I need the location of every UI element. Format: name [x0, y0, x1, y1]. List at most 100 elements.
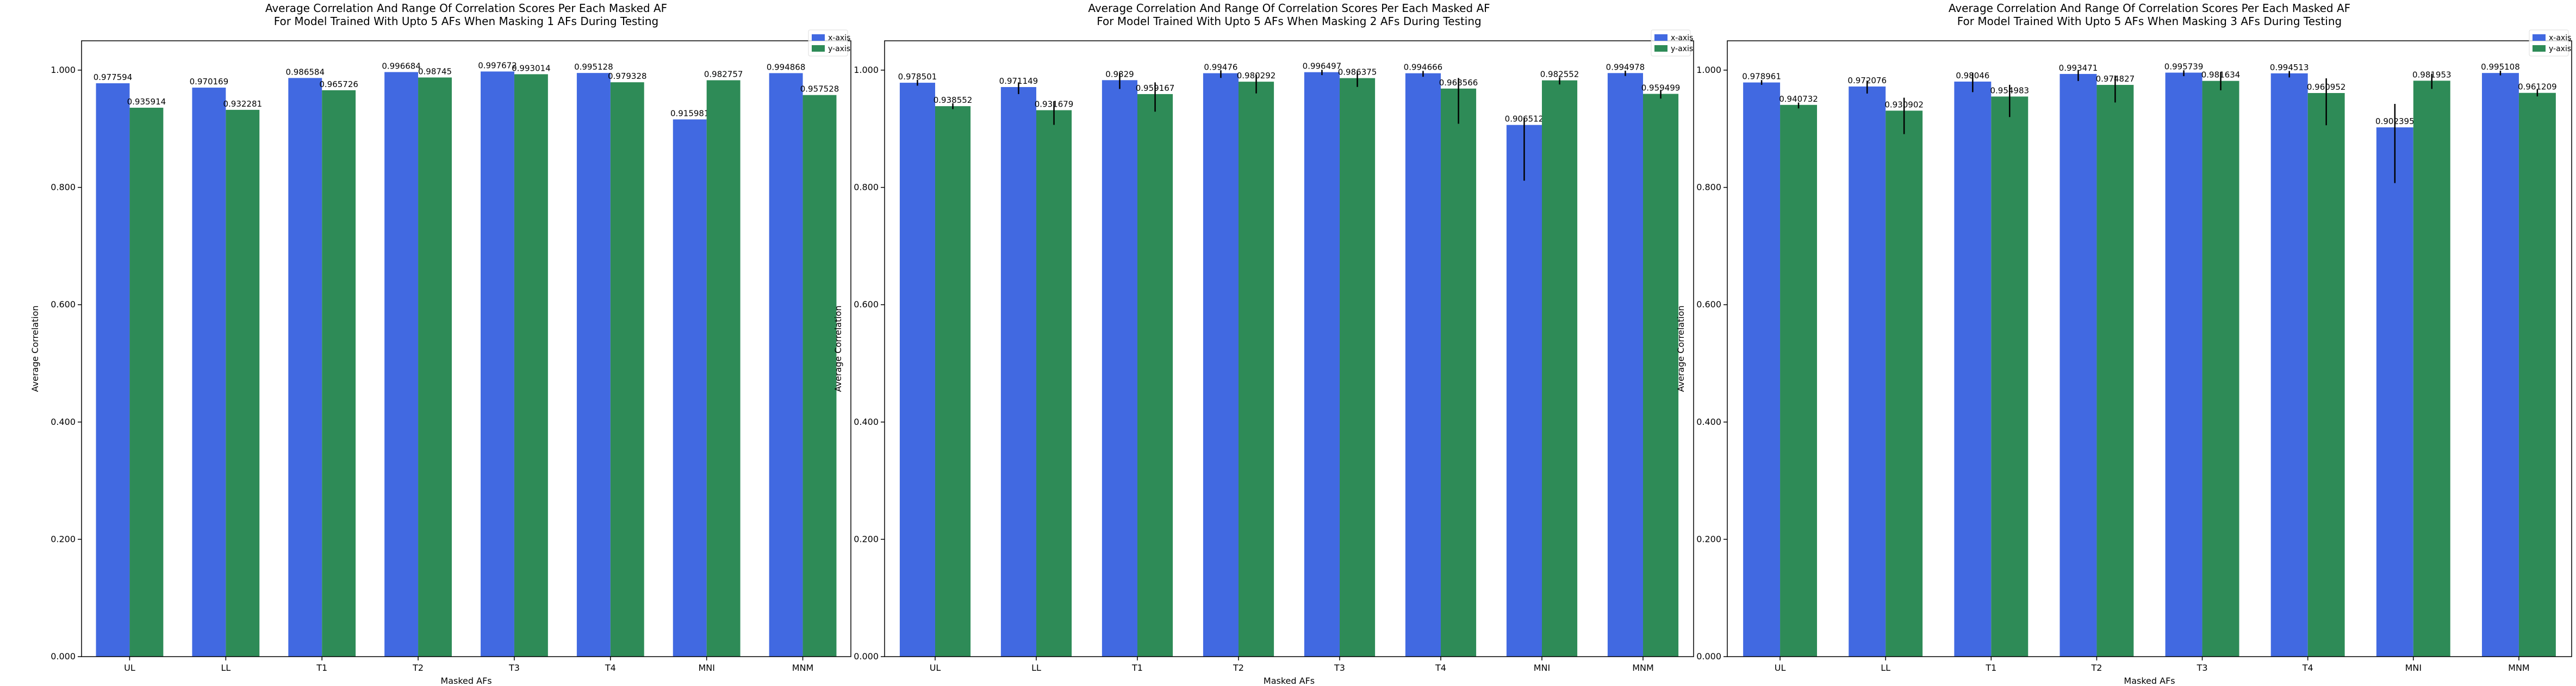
x-tick-label: T3 [508, 663, 520, 673]
data-label-x-axis-T4: 0.995128 [574, 62, 613, 72]
x-tick-label: MNI [698, 663, 715, 673]
data-label-x-axis-T3: 0.996497 [1303, 61, 1342, 71]
x-tick-label: UL [1775, 663, 1786, 673]
chart-panel-3: Average Correlation And Range Of Correla… [1676, 2, 2572, 686]
data-label-y-axis-T4: 0.960952 [2307, 82, 2346, 92]
y-tick-label: 0.400 [1696, 417, 1721, 427]
legend-label-x-axis: x-axis [2549, 34, 2571, 42]
bar-x-axis-MNI [673, 119, 707, 657]
plot-frame [884, 40, 1694, 657]
y-axis-label: Average Correlation [833, 305, 843, 392]
y-tick-label: 0.800 [854, 182, 879, 193]
x-axis-label: Masked AFs [440, 676, 491, 686]
x-tick-label: UL [124, 663, 135, 673]
legend-label-y-axis: y-axis [828, 45, 850, 53]
data-label-y-axis-T3: 0.993014 [512, 63, 551, 73]
data-label-x-axis-T2: 0.993471 [2059, 63, 2098, 73]
data-label-y-axis-MNM: 0.959499 [1641, 83, 1681, 93]
data-label-x-axis-LL: 0.971149 [999, 76, 1038, 86]
bar-y-axis-T3 [1340, 78, 1376, 657]
bar-x-axis-T1 [1102, 80, 1137, 657]
legend-label-x-axis: x-axis [828, 34, 850, 42]
x-tick-label: MNI [2405, 663, 2422, 673]
x-tick-label: T4 [605, 663, 616, 673]
data-label-x-axis-T4: 0.994666 [1404, 63, 1443, 72]
bar-x-axis-UL [899, 83, 935, 657]
bar-x-axis-T1 [1954, 81, 1992, 657]
x-tick-label: LL [1881, 663, 1890, 673]
y-tick-label: 0.000 [1696, 651, 1721, 662]
data-label-x-axis-T4: 0.994513 [2270, 63, 2309, 72]
bar-x-axis-T3 [1304, 72, 1340, 657]
bar-y-axis-LL [226, 109, 260, 657]
y-tick-label: 0.000 [51, 651, 76, 662]
bar-x-axis-T1 [288, 78, 322, 657]
x-tick-label: MNM [2508, 663, 2530, 673]
bar-x-axis-T4 [1405, 73, 1441, 657]
x-tick-label: T2 [412, 663, 424, 673]
data-label-x-axis-T3: 0.997672 [478, 60, 517, 70]
chart-title: Average Correlation And Range Of Correla… [1949, 2, 2350, 15]
bar-y-axis-T1 [1991, 96, 2029, 657]
data-label-y-axis-UL: 0.938552 [934, 95, 973, 105]
data-label-x-axis-MNM: 0.995108 [2481, 62, 2520, 72]
bar-x-axis-LL [1849, 86, 1886, 657]
data-label-y-axis-MNI: 0.981953 [2412, 70, 2451, 79]
bar-y-axis-T2 [1239, 82, 1274, 657]
data-label-y-axis-T2: 0.98745 [418, 66, 452, 76]
data-label-x-axis-MNI: 0.915981 [670, 108, 710, 118]
y-tick-label: 0.800 [51, 182, 76, 193]
bar-x-axis-T3 [481, 71, 514, 657]
plot-frame [1727, 40, 2572, 657]
y-tick-label: 0.600 [51, 299, 76, 310]
y-tick-label: 0.200 [51, 534, 76, 544]
x-tick-label: T1 [1985, 663, 1996, 673]
bar-y-axis-T4 [2307, 93, 2345, 657]
bar-y-axis-UL [129, 107, 164, 657]
bar-y-axis-T2 [2096, 85, 2134, 657]
x-tick-label: LL [221, 663, 231, 673]
x-tick-label: T4 [1435, 663, 1446, 673]
data-label-x-axis-MNI: 0.906512 [1505, 114, 1544, 124]
bar-x-axis-MNM [769, 73, 803, 657]
data-label-y-axis-LL: 0.931679 [1035, 100, 1074, 109]
bar-y-axis-T1 [1137, 94, 1173, 657]
data-label-x-axis-T1: 0.9829 [1105, 69, 1134, 79]
x-tick-label: MNM [792, 663, 814, 673]
bar-y-axis-MNI [2413, 81, 2450, 657]
y-tick-label: 0.000 [854, 651, 879, 662]
y-tick-label: 1.000 [854, 65, 879, 75]
x-tick-label: T3 [1334, 663, 1345, 673]
legend-label-y-axis: y-axis [1671, 45, 1693, 53]
bar-x-axis-T4 [576, 73, 611, 657]
bar-y-axis-MNM [802, 95, 837, 657]
data-label-y-axis-T1: 0.954983 [1990, 85, 2029, 95]
data-label-y-axis-MNI: 0.982757 [704, 69, 743, 79]
bar-y-axis-UL [935, 106, 971, 657]
data-label-x-axis-UL: 0.978501 [898, 72, 937, 82]
data-label-x-axis-LL: 0.970169 [190, 77, 229, 86]
chart-panel-2: Average Correlation And Range Of Correla… [833, 2, 1694, 686]
bar-x-axis-MNI [2376, 127, 2413, 657]
bar-x-axis-UL [1743, 82, 1781, 657]
y-tick-label: 0.400 [854, 417, 879, 427]
legend-swatch-y-axis [2533, 45, 2546, 52]
plot-frame [81, 40, 851, 657]
data-label-y-axis-T4: 0.968566 [1439, 78, 1478, 88]
x-tick-label: T1 [1131, 663, 1143, 673]
legend-label-x-axis: x-axis [1671, 34, 1693, 42]
bar-y-axis-T2 [418, 77, 452, 657]
y-tick-label: 0.600 [1696, 299, 1721, 310]
legend-swatch-x-axis [1654, 34, 1667, 41]
bar-y-axis-T4 [610, 82, 644, 657]
y-tick-label: 0.600 [854, 299, 879, 310]
data-label-x-axis-LL: 0.972076 [1847, 76, 1887, 85]
x-tick-label: MNM [1632, 663, 1654, 673]
x-axis-label: Masked AFs [2124, 676, 2175, 686]
x-tick-label: T2 [1233, 663, 1244, 673]
x-tick-label: UL [930, 663, 941, 673]
data-label-y-axis-T4: 0.979328 [608, 71, 647, 81]
data-label-x-axis-T3: 0.995739 [2164, 61, 2204, 71]
y-axis-label: Average Correlation [1676, 305, 1686, 392]
